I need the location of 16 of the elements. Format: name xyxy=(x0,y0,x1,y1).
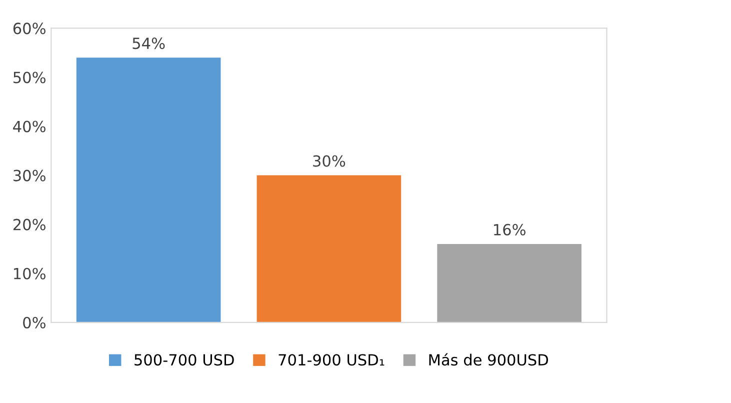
y-tick-label: 60% xyxy=(13,22,46,34)
y-tick-label: 30% xyxy=(14,170,46,182)
legend-label: 500-700 USD xyxy=(134,354,234,366)
y-tick-label: 20% xyxy=(13,218,46,230)
y-tick-label: 10% xyxy=(14,268,46,280)
y-tick-label: 50% xyxy=(14,72,46,84)
y-tick-label: 40% xyxy=(13,120,46,132)
bar xyxy=(437,244,582,322)
legend-label: Más de 900USD xyxy=(429,353,548,366)
y-tick-label: 0% xyxy=(23,316,46,328)
data-label: 16% xyxy=(494,224,526,236)
data-label: 54% xyxy=(132,38,165,50)
data-label: 30% xyxy=(313,155,346,167)
legend-label: 701-900 USD₁ xyxy=(278,354,384,366)
bar xyxy=(256,175,402,322)
bar xyxy=(76,58,221,322)
